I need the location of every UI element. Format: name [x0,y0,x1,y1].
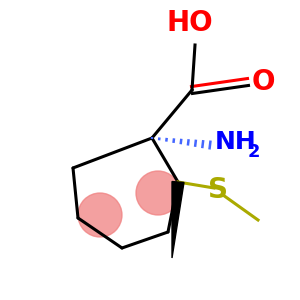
Text: S: S [208,176,228,204]
Text: O: O [252,68,275,96]
Polygon shape [172,182,184,258]
Text: HO: HO [167,9,213,37]
Circle shape [78,193,122,237]
Text: 2: 2 [248,143,260,161]
Circle shape [136,171,180,215]
Text: NH: NH [215,130,257,154]
